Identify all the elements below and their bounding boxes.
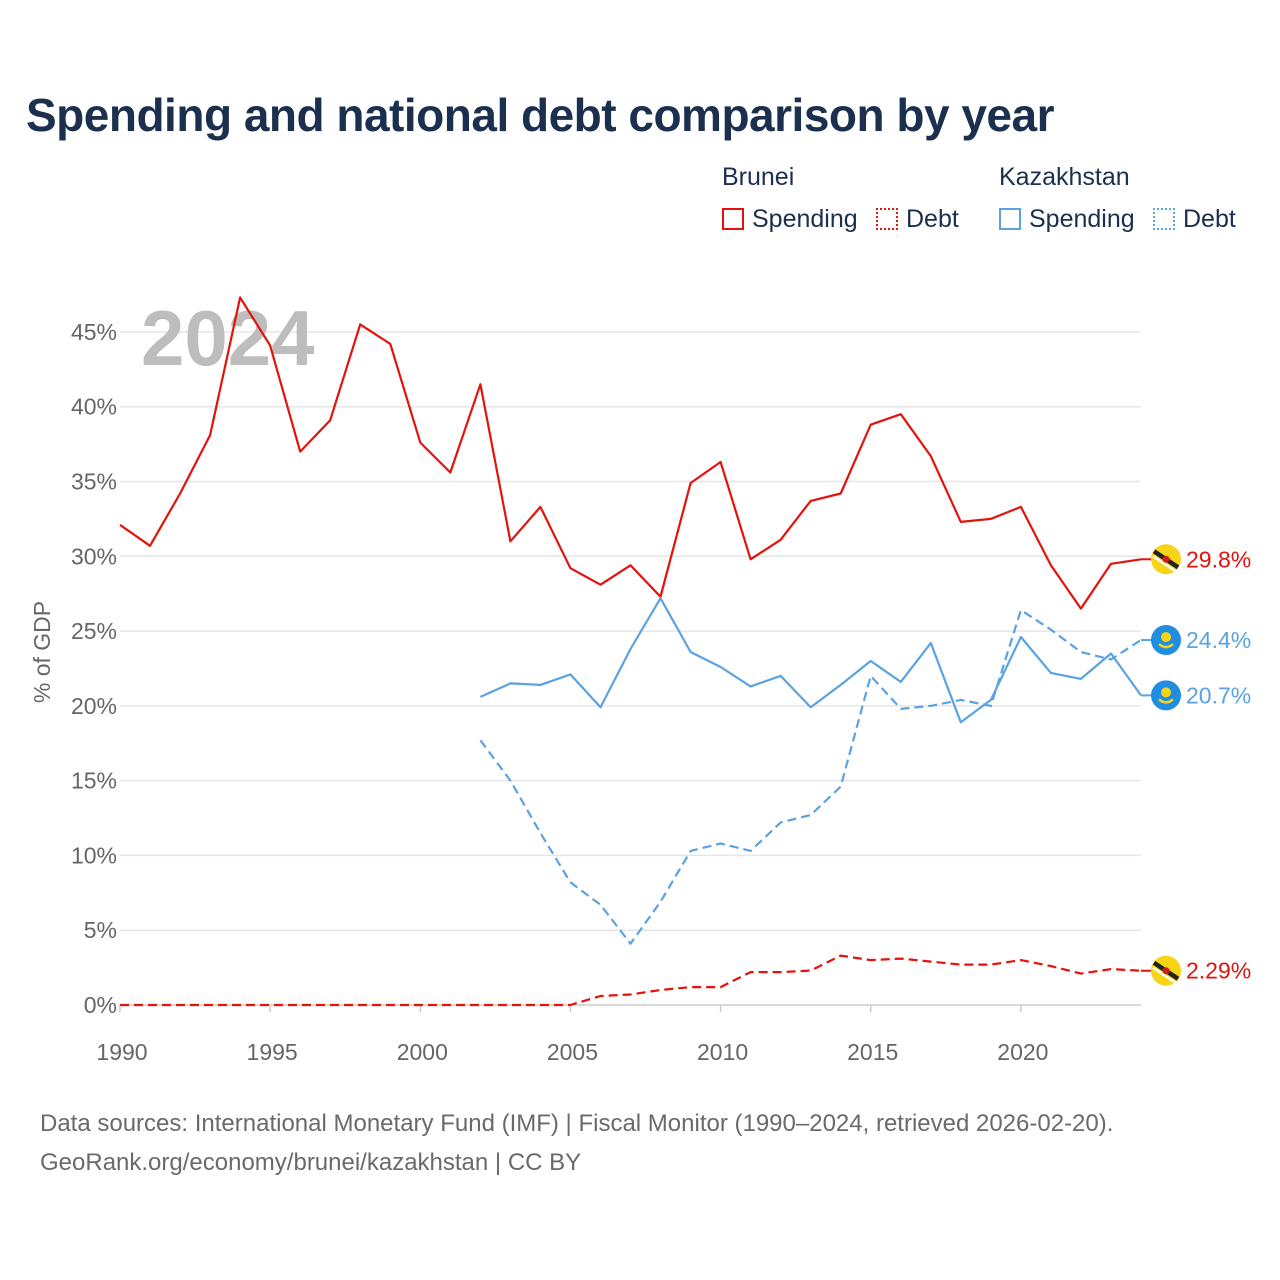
series-line-brunei-spending (119, 296, 1142, 610)
x-tick-label-2020: 2020 (997, 1039, 1048, 1065)
source-line-2: GeoRank.org/economy/brunei/kazakhstan | … (40, 1149, 582, 1176)
y-tick-label-20: 20% (71, 693, 117, 719)
series-line-kazakhstan-debt (479, 608, 1142, 945)
brunei-flag-white-stripe (1152, 555, 1178, 574)
brunei-flag-white-stripe (1152, 966, 1178, 985)
x-tick-label-2005: 2005 (547, 1039, 598, 1065)
brunei-flag-emblem (1162, 967, 1170, 975)
legend-label-brunei-debt: Debt (906, 204, 959, 233)
legend-item-kazakhstan-debt[interactable]: Debt (1153, 204, 1236, 234)
legend-item-kazakhstan-spending[interactable]: Spending (999, 204, 1135, 234)
y-tick-label-30: 30% (71, 543, 117, 569)
chart-title: Spending and national debt comparison by… (26, 89, 1055, 141)
legend-label-kazakhstan-spending: Spending (1029, 204, 1135, 233)
kazakhstan-flag-eagle (1158, 643, 1174, 649)
legend-group-kazakhstan: Kazakhstan (999, 163, 1130, 191)
source-line-1: Data sources: International Monetary Fun… (40, 1110, 1114, 1137)
y-tick-label-10: 10% (71, 842, 117, 868)
x-tick-label-2015: 2015 (847, 1039, 898, 1065)
legend-swatch-kazakhstan-debt (1153, 208, 1175, 230)
y-tick-label-35: 35% (71, 468, 117, 494)
kazakhstan-flag-sun (1161, 632, 1171, 643)
y-tick-label-5: 5% (84, 917, 117, 943)
brunei-flag-icon (1151, 544, 1181, 575)
legend-item-brunei-spending[interactable]: Spending (722, 204, 858, 234)
x-tick-label-1990: 1990 (96, 1039, 147, 1065)
brunei-flag-icon (1151, 955, 1181, 986)
y-tick-label-45: 45% (71, 319, 117, 345)
series-line-brunei-debt (120, 954, 1142, 1007)
x-tick-label-2010: 2010 (697, 1039, 748, 1065)
legend-item-brunei-debt[interactable]: Debt (876, 204, 959, 234)
legend-swatch-brunei-spending (722, 208, 744, 230)
end-label-kazakhstan-debt: 24.4% (1186, 627, 1251, 653)
y-tick-label-25: 25% (71, 618, 117, 644)
y-tick-label-15: 15% (71, 768, 117, 794)
legend-label-brunei-spending: Spending (752, 204, 858, 233)
y-tick-label-40: 40% (71, 394, 117, 420)
y-axis-label: % of GDP (29, 601, 55, 703)
kazakhstan-flag-eagle (1158, 698, 1174, 704)
x-tick-label-2000: 2000 (397, 1039, 448, 1065)
kazakhstan-flag-sun (1161, 687, 1171, 698)
kazakhstan-flag-icon (1151, 680, 1181, 711)
legend-swatch-brunei-debt (876, 208, 898, 230)
brunei-flag-emblem (1162, 555, 1170, 563)
series-line-kazakhstan-spending (479, 597, 1142, 724)
legend-label-kazakhstan-debt: Debt (1183, 204, 1236, 233)
kazakhstan-flag-icon (1151, 625, 1181, 656)
end-label-brunei-spending: 29.8% (1186, 546, 1251, 572)
legend-swatch-kazakhstan-spending (999, 208, 1021, 230)
y-tick-label-0: 0% (84, 992, 117, 1018)
end-label-kazakhstan-spending: 20.7% (1186, 682, 1251, 708)
source-text: Data sources: International Monetary Fun… (40, 1104, 1250, 1182)
end-label-brunei-debt: 2.29% (1186, 958, 1251, 984)
year-watermark: 2024 (141, 294, 315, 382)
legend-group-brunei: Brunei (722, 163, 795, 191)
x-tick-label-1995: 1995 (247, 1039, 298, 1065)
